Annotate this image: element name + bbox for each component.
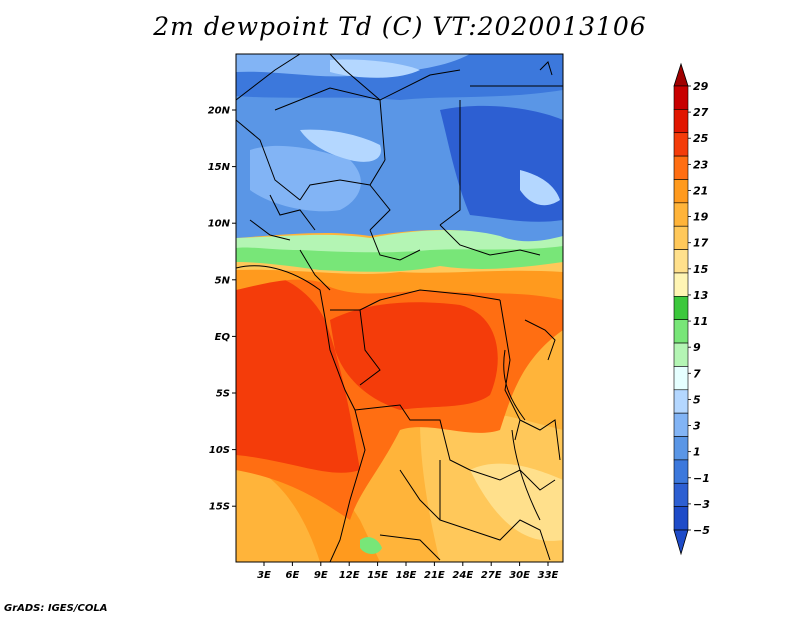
colorbar-label: 23 <box>693 158 709 171</box>
colorbar-label: −5 <box>693 524 710 537</box>
x-tick-label: 33E <box>538 570 559 581</box>
grads-credit: GrADS: IGES/COLA <box>4 603 108 614</box>
y-tick-label: 20N <box>208 106 231 117</box>
x-axis: 3E 6E 9E 12E 15E 18E 21E 24E 27E 30E 33E <box>257 562 559 581</box>
colorbar-swatch <box>673 155 689 180</box>
colorbar-label: 5 <box>693 393 701 406</box>
colorbar-swatch <box>673 506 689 531</box>
x-tick-label: 21E <box>424 570 445 581</box>
x-tick-label: 12E <box>339 570 360 581</box>
x-tick-label: 9E <box>314 570 328 581</box>
colorbar-label: 17 <box>693 237 709 250</box>
x-tick-label: 6E <box>286 570 300 581</box>
colorbar-swatch <box>673 296 689 320</box>
colorbar-bottom-arrow <box>673 529 689 556</box>
y-tick-label: EQ <box>215 332 231 343</box>
colorbar-swatch <box>673 109 689 134</box>
colorbar-swatch <box>673 366 689 391</box>
colorbar-swatch <box>673 436 689 461</box>
y-axis: 20N 15N 10N 5N EQ 5S 10S 15S <box>208 106 236 513</box>
colorbar-swatch <box>673 412 689 437</box>
map-field <box>236 54 563 562</box>
y-tick-label: 15S <box>209 502 230 513</box>
colorbar-swatch <box>673 179 689 204</box>
colorbar-swatch <box>673 132 689 157</box>
colorbar-label: 21 <box>693 184 708 197</box>
plot-frame <box>235 53 564 563</box>
colorbar-label: 13 <box>693 289 709 302</box>
colorbar-label: 29 <box>693 80 709 93</box>
y-tick-label: 10S <box>209 445 230 456</box>
colorbar-label: −3 <box>693 498 710 511</box>
colorbar-label: 27 <box>693 106 709 119</box>
colorbar-swatch <box>673 272 689 297</box>
country-borders <box>236 54 563 562</box>
colorbar-swatch <box>673 85 689 110</box>
colorbar-swatch <box>673 319 689 344</box>
y-tick-label: 15N <box>208 162 231 173</box>
colorbar-label: 19 <box>693 211 709 224</box>
colorbar-swatch <box>673 202 689 227</box>
x-tick-label: 18E <box>396 570 417 581</box>
colorbar: 29 27 25 23 21 19 17 15 13 11 9 7 5 3 1 −1 −3 −5 <box>673 62 710 556</box>
y-tick-label: 5N <box>215 275 231 286</box>
colorbar-swatch <box>673 249 689 274</box>
colorbar-swatch <box>673 225 689 250</box>
colorbar-swatch <box>673 389 689 414</box>
x-tick-label: 24E <box>452 570 473 581</box>
colorbar-label: 25 <box>693 132 709 145</box>
colorbar-label: −1 <box>693 472 710 485</box>
colorbar-swatch <box>673 342 689 367</box>
colorbar-label: 9 <box>693 341 701 354</box>
colorbar-label: 1 <box>693 446 701 459</box>
x-tick-label: 30E <box>509 570 530 581</box>
colorbar-top-arrow <box>673 62 689 87</box>
x-tick-label: 15E <box>367 570 388 581</box>
colorbar-label: 15 <box>693 263 709 276</box>
y-tick-label: 10N <box>208 219 231 230</box>
x-tick-label: 27E <box>481 570 502 581</box>
colorbar-label: 7 <box>693 367 701 380</box>
colorbar-swatch <box>673 482 689 507</box>
colorbar-swatch <box>673 459 689 484</box>
x-tick-label: 3E <box>257 570 271 581</box>
y-tick-label: 5S <box>216 389 230 400</box>
map-title: 2m dewpoint Td (C) VT:2020013106 <box>153 12 647 41</box>
colorbar-label: 3 <box>693 420 701 433</box>
colorbar-label: 11 <box>693 315 708 328</box>
